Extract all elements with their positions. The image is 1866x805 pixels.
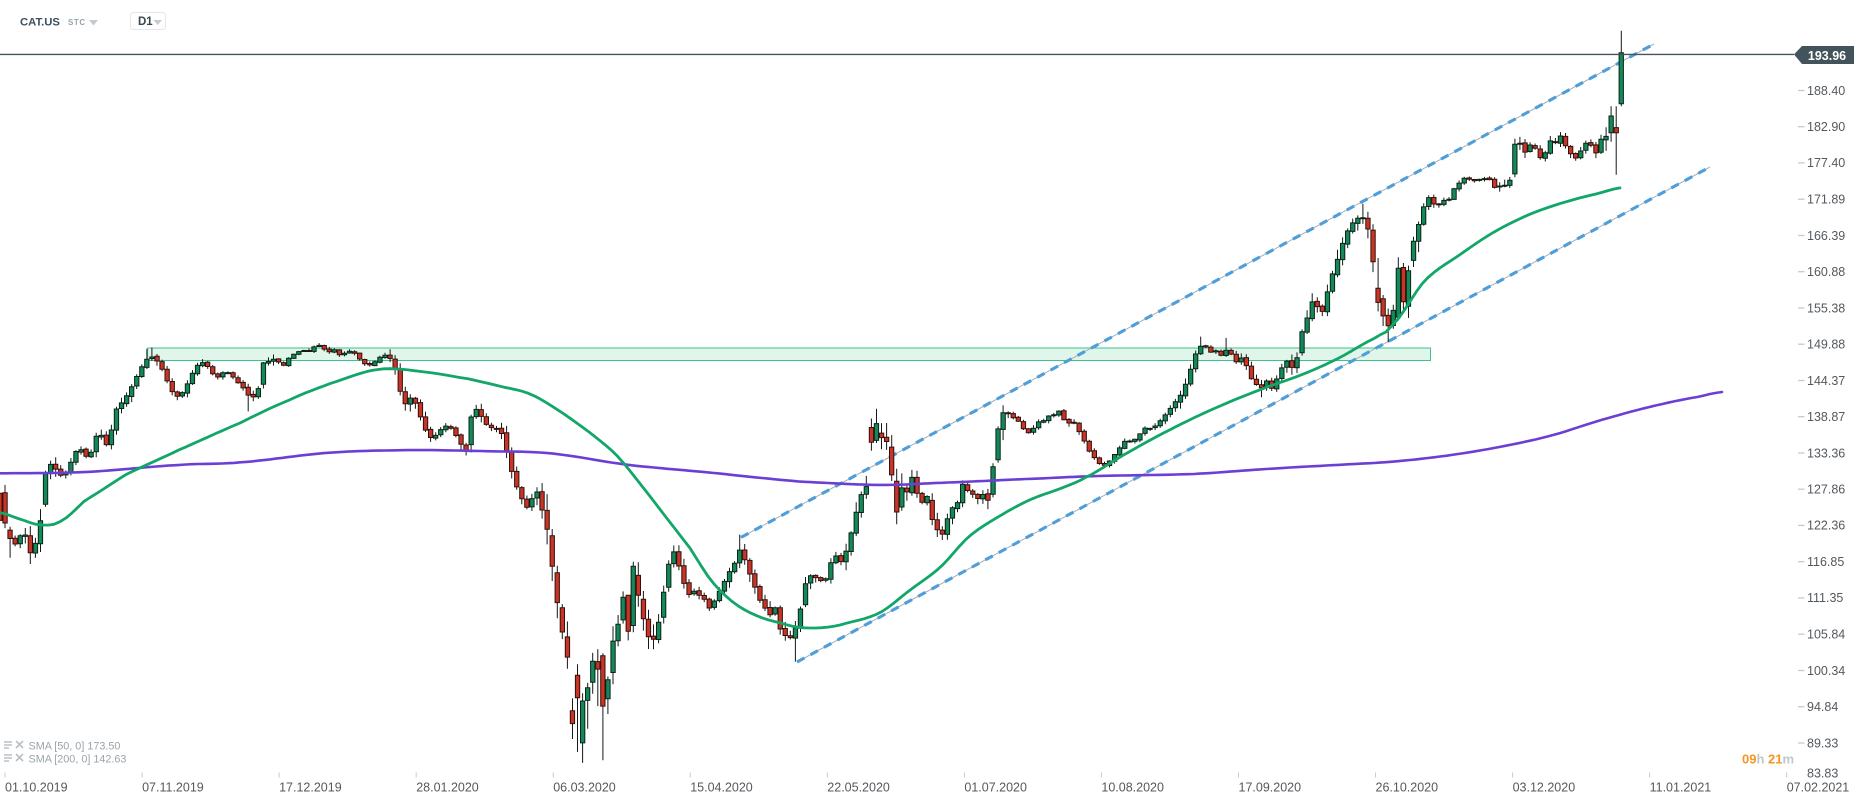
svg-text:182.90: 182.90 [1807, 120, 1845, 134]
svg-text:22.05.2020: 22.05.2020 [827, 781, 890, 795]
svg-text:06.03.2020: 06.03.2020 [553, 781, 616, 795]
svg-text:01.07.2020: 01.07.2020 [964, 781, 1027, 795]
svg-text:116.85: 116.85 [1807, 555, 1844, 569]
svg-text:122.36: 122.36 [1807, 519, 1845, 533]
svg-text:133.36: 133.36 [1807, 446, 1845, 460]
svg-text:17.09.2020: 17.09.2020 [1239, 781, 1302, 795]
svg-text:193.96: 193.96 [1808, 49, 1846, 63]
svg-text:105.84: 105.84 [1807, 628, 1845, 642]
svg-text:09h 21m: 09h 21m [1742, 752, 1794, 767]
svg-text:111.35: 111.35 [1807, 591, 1843, 605]
svg-text:144.37: 144.37 [1807, 374, 1845, 388]
svg-text:26.10.2020: 26.10.2020 [1376, 781, 1439, 795]
svg-text:28.01.2020: 28.01.2020 [416, 781, 479, 795]
svg-text:SMA [50, 0] 173.50: SMA [50, 0] 173.50 [29, 741, 121, 753]
svg-text:D1: D1 [138, 16, 153, 28]
svg-text:01.10.2019: 01.10.2019 [5, 781, 68, 795]
svg-text:89.33: 89.33 [1807, 736, 1838, 750]
svg-text:11.01.2021: 11.01.2021 [1650, 781, 1712, 795]
svg-text:160.88: 160.88 [1807, 265, 1845, 279]
svg-text:138.87: 138.87 [1807, 410, 1845, 424]
svg-text:15.04.2020: 15.04.2020 [690, 781, 753, 795]
svg-text:CAT.US: CAT.US [20, 17, 60, 29]
svg-text:166.39: 166.39 [1807, 229, 1845, 243]
svg-text:171.89: 171.89 [1807, 193, 1845, 207]
svg-text:155.38: 155.38 [1807, 301, 1845, 315]
svg-text:STC: STC [68, 18, 86, 27]
svg-text:127.86: 127.86 [1807, 483, 1845, 497]
svg-text:177.40: 177.40 [1807, 156, 1845, 170]
svg-text:07.11.2019: 07.11.2019 [142, 781, 204, 795]
svg-text:100.34: 100.34 [1807, 664, 1845, 678]
svg-text:83.83: 83.83 [1807, 767, 1838, 781]
svg-text:10.08.2020: 10.08.2020 [1101, 781, 1164, 795]
svg-text:17.12.2019: 17.12.2019 [279, 781, 342, 795]
svg-text:07.02.2021: 07.02.2021 [1787, 781, 1850, 795]
svg-text:SMA [200, 0] 142.63: SMA [200, 0] 142.63 [29, 754, 127, 766]
svg-text:188.40: 188.40 [1807, 84, 1845, 98]
svg-text:149.88: 149.88 [1807, 338, 1845, 352]
svg-text:03.12.2020: 03.12.2020 [1513, 781, 1576, 795]
svg-text:94.84: 94.84 [1807, 700, 1838, 714]
